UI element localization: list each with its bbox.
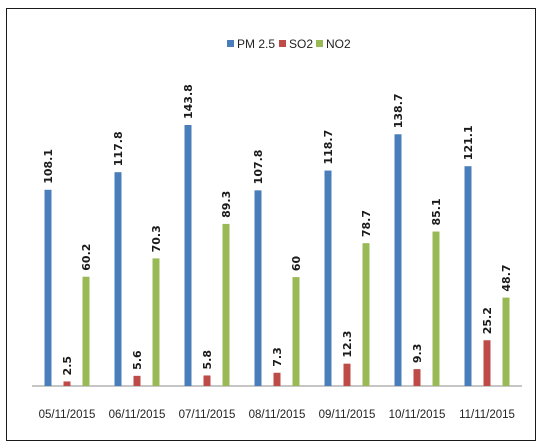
legend-label-2: SO2 (289, 37, 313, 51)
bar-series1-5 (324, 170, 332, 386)
bar-series2-5 (343, 363, 351, 386)
bar-series3-5 (362, 243, 370, 386)
data-label-series1-3: 143.8 (182, 84, 195, 119)
legend-swatch-3 (316, 40, 323, 47)
data-label-series3-1: 60.2 (80, 244, 93, 271)
data-label-series2-5: 12.3 (341, 331, 354, 358)
bar-series1-7 (464, 166, 472, 386)
bar-series2-6 (413, 369, 421, 386)
x-tick-label-5: 09/11/2015 (319, 409, 376, 421)
data-label-series3-7: 48.7 (500, 264, 513, 291)
data-label-series3-3: 89.3 (220, 191, 233, 218)
bar-series3-1 (82, 276, 90, 386)
legend-swatch-1 (227, 40, 234, 47)
data-label-series3-4: 60 (290, 255, 303, 271)
legend-label-3: NO2 (326, 37, 351, 51)
data-label-series1-7: 121.1 (462, 125, 475, 160)
data-label-series2-3: 5.8 (201, 350, 214, 370)
bar-series2-4 (273, 372, 281, 386)
data-label-series2-7: 25.2 (481, 307, 494, 334)
bar-series3-3 (222, 223, 230, 386)
x-tick-label-7: 11/11/2015 (459, 409, 515, 421)
bar-series3-7 (502, 297, 510, 386)
x-tick-label-4: 08/11/2015 (249, 409, 306, 421)
legend-swatch-2 (279, 40, 286, 47)
legend-label-1: PM 2.5 (237, 37, 275, 51)
data-label-series1-1: 108.1 (42, 149, 55, 184)
data-label-series1-5: 118.7 (322, 130, 335, 165)
data-label-series1-4: 107.8 (252, 150, 265, 185)
data-label-series3-5: 78.7 (360, 210, 373, 237)
bar-series3-2 (152, 258, 160, 386)
bar-series2-1 (63, 381, 71, 386)
data-label-series2-2: 5.6 (131, 350, 144, 370)
data-label-series2-1: 2.5 (61, 356, 74, 376)
bar-series3-6 (432, 231, 440, 386)
data-label-series3-2: 70.3 (150, 225, 163, 252)
data-label-series2-6: 9.3 (411, 344, 424, 364)
bar-series1-1 (44, 189, 52, 386)
chart-frame (6, 8, 536, 441)
bar-series2-7 (483, 340, 491, 386)
data-label-series1-6: 138.7 (392, 93, 405, 128)
bar-series3-4 (292, 277, 300, 386)
bar-series1-2 (114, 172, 122, 386)
bar-series2-3 (203, 375, 211, 386)
x-tick-label-6: 10/11/2015 (389, 409, 446, 421)
x-tick-label-3: 07/11/2015 (179, 409, 236, 421)
bar-series1-3 (184, 125, 192, 386)
x-tick-label-2: 06/11/2015 (109, 409, 166, 421)
data-label-series1-2: 117.8 (112, 131, 125, 166)
bar-series2-2 (133, 375, 141, 386)
bar-series1-4 (254, 190, 262, 386)
x-tick-label-1: 05/11/2015 (39, 409, 96, 421)
data-label-series3-6: 85.1 (430, 198, 443, 225)
bar-series1-6 (394, 134, 402, 386)
data-label-series2-4: 7.3 (271, 347, 284, 367)
